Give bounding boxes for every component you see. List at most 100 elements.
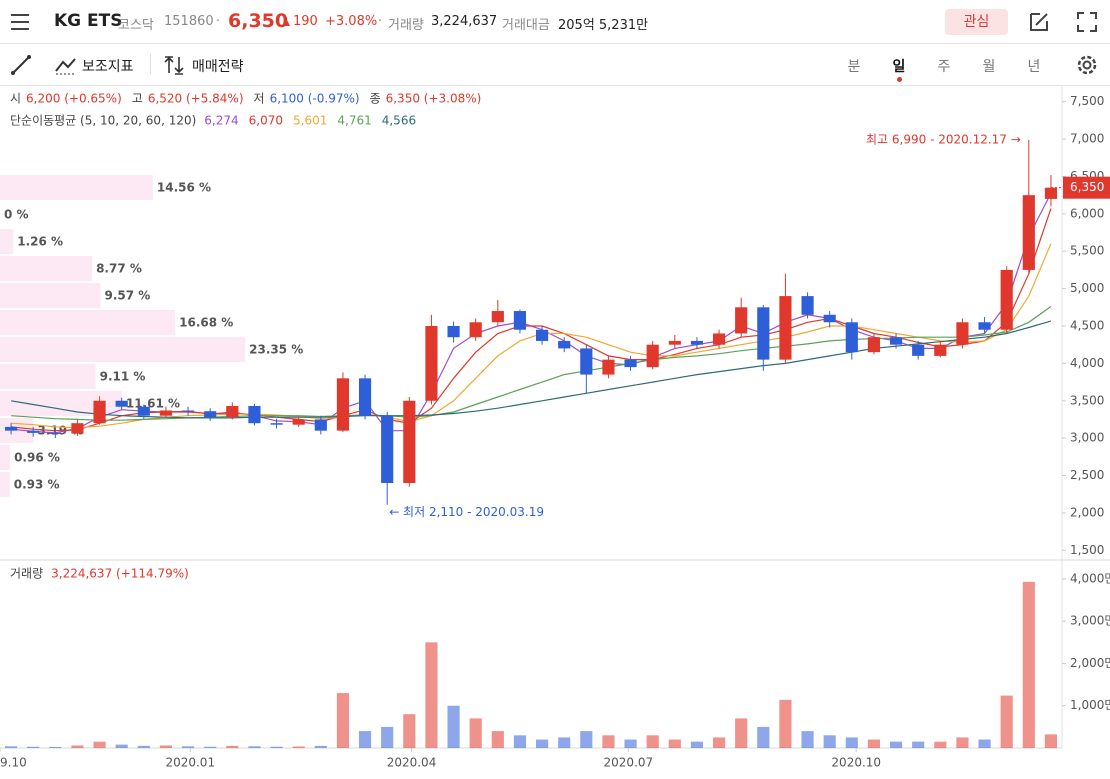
profile-label: 16.68 % (179, 316, 233, 330)
indicators-button[interactable]: 보조지표 (82, 59, 134, 75)
candle-body (314, 419, 327, 431)
candle-body (956, 322, 969, 345)
volume-bar (425, 642, 438, 748)
watch-button[interactable]: 관심 (945, 9, 1008, 35)
profile-label: 0.93 % (14, 478, 60, 492)
market: 코스닥 (118, 18, 154, 33)
candle-body (624, 359, 637, 368)
volume-bar (204, 746, 217, 748)
candle-body (4, 426, 18, 431)
volume-bar (469, 718, 482, 748)
ohlc-value: 6,350 (+3.08%) (386, 92, 482, 106)
profile-bar (0, 472, 10, 497)
volume-bar (580, 731, 593, 748)
volume-bar (624, 739, 637, 748)
ohlc-value: 6,520 (+5.84%) (148, 92, 244, 106)
y-tick-label: 5,000 (1070, 281, 1104, 295)
candle-body (668, 340, 681, 345)
menu-button[interactable] (9, 12, 33, 32)
profile-bar (0, 310, 176, 335)
profile-bar (0, 283, 101, 308)
volume-bar (71, 745, 84, 748)
candle-body (292, 419, 305, 425)
x-tick-label: 9.10 (0, 756, 27, 770)
volume-bar (668, 739, 681, 748)
ma-legend-value: 4,566 (382, 114, 416, 128)
ohlc-label: 시 (10, 92, 21, 106)
candle-body (801, 296, 814, 315)
candle-body (181, 410, 195, 412)
candle-body (1044, 187, 1058, 199)
volume-bar (115, 744, 128, 748)
volume-bar (779, 699, 792, 748)
period-tab[interactable]: 년 (1027, 59, 1041, 75)
volume-bar (447, 705, 460, 748)
period-tab-active[interactable]: 일 (892, 59, 906, 75)
candle-body (934, 344, 947, 356)
candle-body (358, 378, 372, 416)
candle-body (270, 423, 283, 425)
period-tab[interactable]: 주 (937, 59, 951, 75)
candle-body (491, 311, 504, 323)
candle-body (735, 307, 748, 334)
candle-body (1022, 195, 1035, 270)
candle-body (336, 378, 350, 431)
edit-button[interactable] (1027, 10, 1051, 34)
profile-label: 14.56 % (157, 181, 211, 195)
volume-tick-label: 1,000만 (1070, 698, 1110, 712)
candle-body (845, 322, 858, 353)
divider (150, 54, 151, 74)
volume: 3,224,637 (431, 14, 498, 29)
candle-body (513, 311, 527, 330)
profile-bar (0, 229, 14, 254)
settings-button[interactable] (1075, 53, 1099, 77)
ma-legend-label: 단순이동평균 (5, 10, 20, 60, 120) (10, 114, 196, 128)
period-tab[interactable]: 분 (847, 59, 861, 75)
volume-bar (845, 737, 858, 748)
high-annotation: 최고 6,990 - 2020.12.17 → (866, 132, 1021, 146)
y-tick-label: 2,000 (1070, 505, 1104, 519)
candle-body (1000, 269, 1013, 330)
up-arrow (282, 18, 290, 26)
volume-bar (867, 739, 881, 748)
volume-bar (248, 746, 261, 748)
profile-label: 1.26 % (17, 235, 63, 249)
y-tick-label: 2,500 (1070, 468, 1104, 482)
draw-tool[interactable] (10, 54, 32, 76)
volume-bar (712, 737, 726, 748)
candle-body (115, 400, 128, 407)
profile-bar (0, 445, 11, 470)
stock-name: KG ETS (54, 11, 123, 31)
profile-label: 8.77 % (96, 262, 142, 276)
volume-bar (270, 746, 283, 748)
ma-legend-value: 6,274 (204, 114, 238, 128)
volume-bar (912, 741, 925, 748)
ma-line (11, 243, 1052, 429)
y-tick-label: 6,000 (1070, 206, 1104, 220)
candle-body (381, 415, 394, 483)
fullscreen-button[interactable] (1075, 10, 1099, 34)
candle-body (425, 325, 438, 401)
volume-bar (1022, 581, 1035, 748)
ohlc-value: 6,200 (+0.65%) (26, 92, 122, 106)
strategy-button[interactable]: 매매전략 (192, 59, 244, 75)
profile-label: 23.35 % (249, 343, 303, 357)
candle-body (226, 405, 239, 418)
candle-body (403, 400, 416, 483)
candle-body (204, 411, 217, 418)
volume-bar (27, 746, 40, 748)
profile-bar (0, 256, 93, 281)
y-tick-label: 7,500 (1070, 94, 1104, 108)
y-tick-label: 7,000 (1070, 132, 1104, 146)
candle-body (137, 406, 150, 416)
candle-body (912, 344, 925, 356)
candle-body (602, 359, 615, 375)
volume-bar (314, 745, 327, 748)
candle-body (712, 333, 726, 345)
x-tick-label: 2020.04 (387, 756, 437, 770)
y-tick-label: 5,500 (1070, 244, 1104, 258)
period-tab[interactable]: 월 (982, 59, 996, 75)
volume-bar (934, 741, 947, 748)
volume-legend-value: 3,224,637 (+114.79%) (51, 567, 189, 581)
